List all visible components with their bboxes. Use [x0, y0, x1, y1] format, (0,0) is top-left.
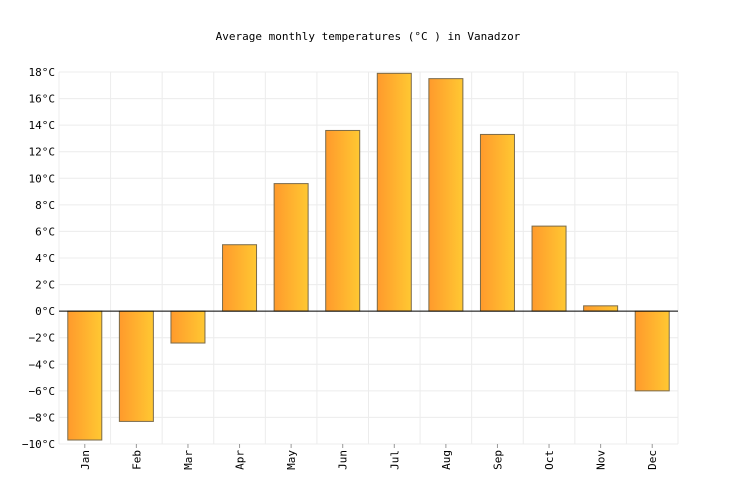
chart-title: Average monthly temperatures (°C ) in Va… [216, 30, 521, 43]
x-tick-label: Jan [79, 450, 92, 470]
x-tick-label: May [285, 450, 298, 470]
x-tick-label: Dec [646, 450, 659, 470]
x-tick-label: Sep [491, 450, 504, 470]
bar-nov [583, 305, 619, 312]
bar-apr [222, 244, 258, 312]
y-tick-label: 10°C [29, 172, 56, 185]
bar-jan [67, 310, 103, 441]
y-tick-label: 12°C [29, 146, 56, 159]
x-tick-label: Jul [388, 450, 401, 470]
bar-jun [325, 129, 361, 312]
bar-mar [170, 310, 206, 344]
bar-sep [479, 133, 515, 312]
bar-may [273, 183, 309, 312]
y-tick-label: 8°C [35, 199, 55, 212]
y-tick-label: −4°C [29, 358, 56, 371]
x-tick-label: Jun [337, 450, 350, 470]
bar-dec [634, 310, 670, 392]
y-tick-label: 14°C [29, 119, 56, 132]
y-tick-label: 4°C [35, 252, 55, 265]
y-tick-label: 0°C [35, 305, 55, 318]
y-tick-label: 16°C [29, 93, 56, 106]
bar-aug [428, 78, 464, 312]
x-tick-label: Oct [543, 450, 556, 470]
y-tick-label: −8°C [29, 411, 56, 424]
y-tick-label: −10°C [22, 438, 55, 451]
x-tick-label: Apr [234, 450, 247, 470]
bar-oct [531, 225, 567, 312]
gridlines [58, 71, 679, 445]
x-tick-label: Nov [595, 450, 608, 470]
bar-feb [118, 310, 154, 422]
x-tick-label: Feb [130, 450, 143, 470]
x-tick-label: Mar [182, 450, 195, 470]
x-axis-ticks: Jan Feb Mar Apr May Jun Jul Aug Sep Oct Nov Dec [79, 444, 659, 470]
x-tick-label: Aug [440, 450, 453, 470]
bars [67, 72, 670, 441]
bar-jul [376, 72, 412, 312]
y-tick-label: 18°C [29, 66, 56, 79]
y-axis-ticks: 18°C 16°C 14°C 12°C 10°C 8°C 6°C 4°C 2°C 0°C −2°C −… [22, 66, 55, 451]
y-tick-label: −6°C [29, 385, 56, 398]
y-tick-label: 6°C [35, 225, 55, 238]
y-tick-label: −2°C [29, 332, 56, 345]
y-tick-label: 2°C [35, 279, 55, 292]
